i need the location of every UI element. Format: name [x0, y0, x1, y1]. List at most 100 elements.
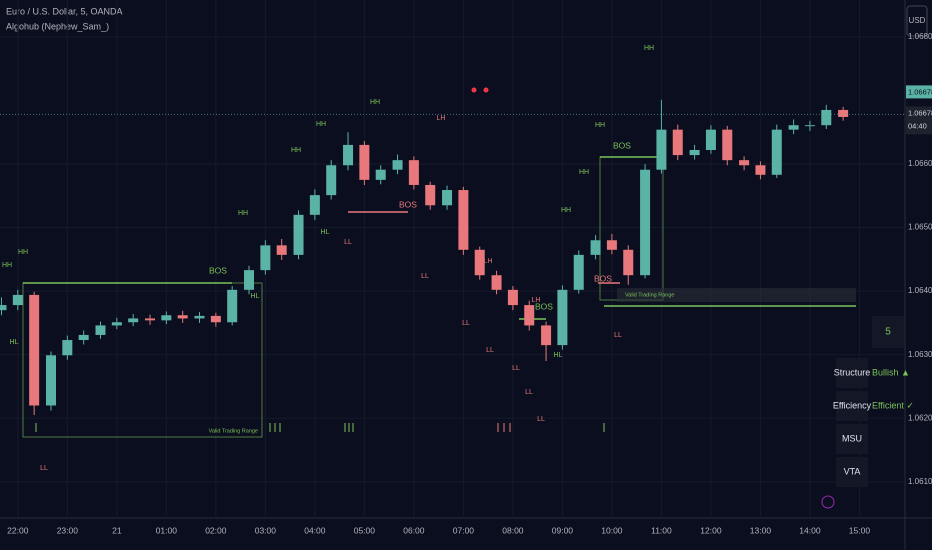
candle-body: [12, 294, 23, 306]
candle-body: [623, 249, 634, 276]
swing-label: LL: [512, 365, 520, 372]
candle-body: [128, 318, 139, 323]
swing-label: HH: [238, 210, 248, 217]
candle-body: [244, 270, 255, 290]
x-tick-label: 04:00: [304, 525, 326, 535]
swing-label: HH: [561, 207, 571, 214]
swing-label: HH: [579, 169, 589, 176]
candle-body: [804, 125, 815, 127]
candle-body: [821, 109, 832, 126]
swing-label: HH: [316, 121, 326, 128]
swing-label: LH: [437, 115, 446, 122]
x-tick-label: 14:00: [799, 525, 821, 535]
table-cell: [836, 424, 868, 454]
table-label: MSU: [842, 433, 862, 443]
x-tick-label: 05:00: [354, 525, 376, 535]
candle-body: [293, 214, 304, 255]
currency-label[interactable]: USD: [909, 16, 926, 25]
y-tick-label: 1.06600: [908, 159, 932, 168]
candle-body: [326, 165, 337, 196]
y-tick-label: 1.06300: [908, 350, 932, 359]
swing-label: HH: [18, 249, 28, 256]
candle-body: [689, 149, 700, 156]
candle-body: [309, 195, 320, 215]
candle-body: [722, 129, 733, 161]
x-tick-label: 03:00: [255, 525, 277, 535]
table-label: VTA: [844, 466, 861, 476]
candle-body: [276, 245, 287, 255]
currency-button[interactable]: [906, 5, 928, 37]
swing-label: HH: [370, 99, 380, 106]
candle-body: [161, 315, 172, 321]
candle-body: [227, 289, 238, 323]
y-tick-label: 1.06800: [908, 32, 932, 41]
swing-label: LH: [484, 258, 493, 265]
candle-body: [788, 125, 799, 130]
price-tag: [906, 85, 932, 99]
candle-body: [590, 240, 601, 255]
swing-label: LL: [421, 273, 429, 280]
candle-body: [260, 245, 271, 271]
swing-label: HH: [595, 122, 605, 129]
table-cell: [836, 358, 868, 388]
swing-label: HH: [2, 262, 12, 269]
candle-body: [656, 129, 667, 170]
symbol-title: Euro / U.S. Dollar, 5, OANDA: [6, 6, 123, 16]
bos-label: BOS: [209, 265, 227, 275]
table-cell: [836, 457, 868, 487]
x-tick-label: 23:00: [57, 525, 79, 535]
swing-label: LL: [486, 347, 494, 354]
swing-label: HL: [321, 229, 330, 236]
bos-label: BOS: [594, 273, 612, 283]
candle-body: [0, 305, 7, 311]
dot: [483, 87, 489, 93]
x-tick-label: 10:00: [601, 525, 623, 535]
x-tick-label: 15:00: [849, 525, 871, 535]
candle-body: [62, 340, 73, 356]
y-tick-label: 1.06100: [908, 477, 932, 486]
bos-label: BOS: [399, 199, 417, 209]
table-cell: [836, 391, 868, 421]
x-tick-label: 01:00: [156, 525, 178, 535]
candle-body: [573, 254, 584, 290]
swing-label: HH: [291, 147, 301, 154]
dot: [471, 87, 477, 93]
candle-body: [194, 315, 205, 319]
candle-body: [392, 160, 403, 170]
alert-icon[interactable]: [821, 495, 835, 509]
candle-body: [95, 325, 106, 335]
candle-body: [343, 144, 354, 166]
candle-body: [408, 160, 419, 185]
x-tick-label: 07:00: [453, 525, 475, 535]
candle-body: [491, 275, 502, 290]
x-tick-label: 12:00: [700, 525, 722, 535]
candle-body: [755, 165, 766, 175]
candle-body: [606, 240, 617, 250]
candle-body: [739, 160, 750, 166]
x-tick-label: 08:00: [502, 525, 524, 535]
swing-label: HL: [554, 352, 563, 359]
x-tick-label: 21: [112, 525, 122, 535]
x-tick-label: 02:00: [205, 525, 227, 535]
candle-body: [838, 109, 849, 117]
swing-label: LL: [525, 389, 533, 396]
table-value: Efficient ✓: [872, 400, 914, 410]
table-label: Efficiency: [833, 400, 872, 410]
price-tag: [906, 106, 932, 135]
swing-label: LL: [614, 332, 622, 339]
count-cell: [872, 316, 904, 348]
table-label: Structure: [834, 367, 871, 377]
swing-label: LL: [462, 320, 470, 327]
x-tick-label: 06:00: [403, 525, 425, 535]
x-tick-label: 11:00: [651, 525, 672, 535]
candle-body: [45, 355, 56, 406]
candle-body: [177, 315, 188, 319]
swing-label: HH: [644, 45, 654, 52]
candle-body: [458, 190, 469, 250]
price-tag-label: 1.06678: [908, 108, 932, 117]
swing-label: LL: [40, 465, 48, 472]
x-tick-label: 22:00: [7, 525, 29, 535]
